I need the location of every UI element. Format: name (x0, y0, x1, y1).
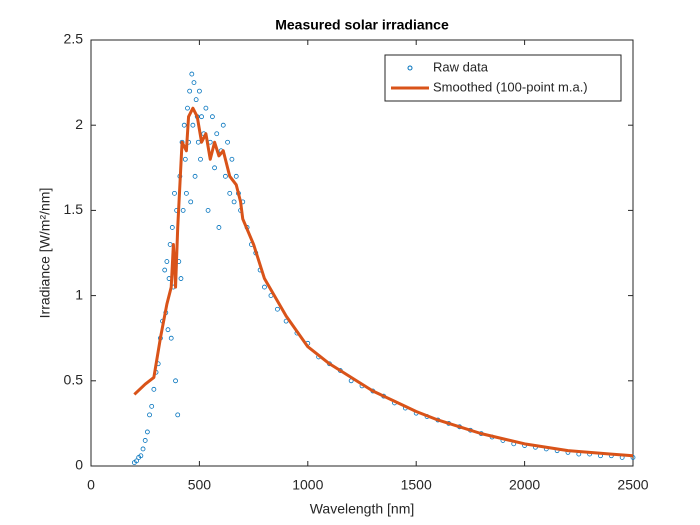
raw-data-point (198, 156, 203, 162)
raw-data-point (225, 139, 230, 145)
raw-data-point (203, 105, 209, 111)
raw-data-point (175, 412, 181, 418)
raw-data-point (275, 306, 280, 312)
legend-box (384, 54, 622, 102)
raw-data-point (192, 173, 198, 179)
raw-data-point (196, 88, 202, 94)
raw-data-point (162, 267, 168, 273)
raw-data-point (167, 242, 173, 247)
raw-data-point (178, 276, 184, 281)
raw-data-point (169, 225, 175, 230)
legend-label: Smoothed (100-point m.a.) (433, 79, 588, 94)
raw-data-point (199, 114, 204, 120)
raw-data-point (140, 446, 146, 452)
raw-data-point (151, 386, 157, 392)
x-tick-label: 1000 (292, 477, 323, 493)
y-tick-label: 0.5 (64, 372, 84, 388)
raw-data-point (188, 199, 194, 205)
raw-data-point (180, 207, 186, 213)
raw-data-point (214, 131, 220, 137)
raw-data-point (138, 453, 144, 459)
raw-data-point (185, 105, 190, 111)
smoothed-line (133, 106, 634, 458)
raw-data-point (227, 190, 233, 196)
raw-data-point (164, 259, 170, 264)
y-tick-label: 2 (75, 116, 83, 132)
y-tick-label: 0 (75, 457, 83, 473)
raw-data-point (165, 327, 171, 333)
raw-data-point (191, 80, 197, 85)
plot-frame (90, 39, 634, 467)
raw-data-point (134, 458, 139, 464)
raw-data-point (181, 122, 187, 128)
raw-data-point (187, 88, 193, 94)
x-tick-label: 0 (87, 477, 95, 493)
chart-title: Measured solar irradiance (275, 17, 449, 33)
raw-data-point (147, 412, 152, 418)
raw-data-point (142, 438, 148, 443)
raw-data-point (229, 156, 235, 162)
raw-data-point (193, 97, 199, 103)
x-tick-label: 500 (188, 477, 212, 493)
raw-data-point (212, 165, 217, 171)
raw-data-point (168, 335, 174, 341)
y-tick-label: 2.5 (64, 31, 84, 47)
raw-data-point (189, 71, 195, 77)
legend-label: Raw data (433, 59, 489, 74)
raw-data-point (190, 122, 196, 128)
x-tick-label: 2000 (509, 477, 540, 493)
legend-marker (407, 65, 413, 71)
raw-data-point (231, 199, 237, 205)
x-axis-label: Wavelength [nm] (310, 501, 415, 517)
raw-data-point (223, 173, 228, 179)
y-tick-label: 1 (75, 286, 83, 302)
raw-data-point (216, 225, 222, 230)
y-axis-label: Irradiance [W/m²/nm] (37, 188, 53, 319)
x-tick-label: 2500 (617, 477, 648, 493)
raw-data-point (173, 378, 178, 384)
raw-data-point (182, 156, 188, 162)
raw-data-point (262, 284, 267, 290)
raw-data-point (149, 403, 155, 409)
raw-data-point (183, 190, 189, 196)
raw-data-point (172, 190, 177, 196)
raw-data-point (210, 114, 215, 120)
x-tick-label: 1500 (401, 477, 432, 493)
raw-data-point (195, 139, 201, 145)
raw-data-point (144, 429, 150, 435)
raw-data-point (233, 173, 239, 179)
raw-data-point (220, 122, 226, 128)
y-tick-label: 1.5 (64, 201, 84, 217)
raw-data-point (205, 207, 211, 213)
